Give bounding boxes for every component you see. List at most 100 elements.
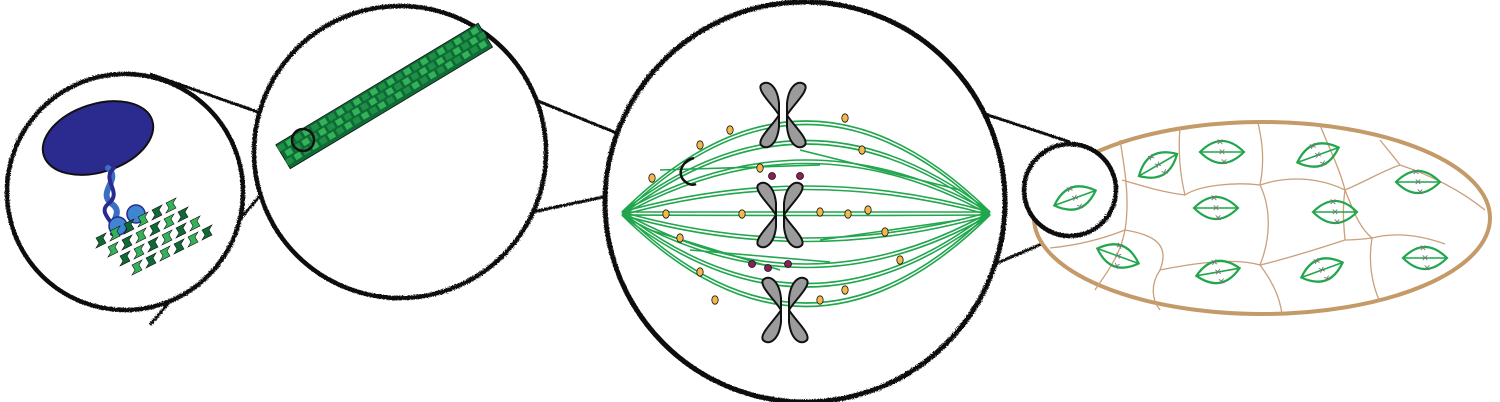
svg-text:✕: ✕ xyxy=(1114,240,1125,252)
embryo-magnifier xyxy=(1021,141,1119,239)
svg-text:✕: ✕ xyxy=(1111,260,1122,272)
mini-spindle-icon: ✕✕✕ xyxy=(1295,140,1341,170)
tubulin-subunit xyxy=(163,213,175,230)
spindle-fiber xyxy=(621,159,991,213)
tubulin-subunit xyxy=(135,227,147,244)
svg-text:✕: ✕ xyxy=(1214,213,1222,223)
spindle-fiber xyxy=(621,214,991,243)
tubulin-dimer xyxy=(301,137,311,147)
chromosome-icon xyxy=(761,276,809,344)
spindle-fiber xyxy=(689,249,831,263)
tubulin-dimer xyxy=(318,117,328,127)
tubulin-dimer xyxy=(344,102,354,112)
tubulin-dimer xyxy=(285,156,295,166)
kinetochore-dot xyxy=(676,233,684,243)
tubulin-dimer xyxy=(436,65,446,75)
kinetochore-dot xyxy=(864,205,872,215)
tubulin-dimer xyxy=(452,46,462,56)
kinetochore-dot xyxy=(711,295,719,305)
tubulin-subunit xyxy=(149,220,161,237)
svg-text:✕: ✕ xyxy=(1159,166,1171,178)
midzone-dot xyxy=(784,260,792,268)
spindle-fiber xyxy=(621,214,991,217)
tubulin-dimer xyxy=(327,131,337,141)
svg-text:✕: ✕ xyxy=(1113,250,1124,262)
tubulin-dimer xyxy=(376,92,386,101)
embryo-overview: ✕✕✕✕✕✕✕✕✕✕✕✕✕✕✕✕✕✕✕✕✕ ✕✕✕✕✕✕✕✕✕ xyxy=(1032,120,1492,316)
tubulin-subunit xyxy=(147,236,159,253)
mini-spindle-icon: ✕✕✕ xyxy=(1192,193,1240,223)
chromosome-icon xyxy=(759,81,807,149)
tubulin-dimer xyxy=(377,101,387,110)
tubulin-dimer xyxy=(317,127,328,137)
svg-text:✕: ✕ xyxy=(1331,207,1339,217)
mini-spindle-icon: ✕✕✕ xyxy=(1299,255,1345,285)
kinetochore-dot xyxy=(816,295,824,305)
tubulin-subunit xyxy=(109,225,121,242)
tubulin-subunit xyxy=(145,252,157,269)
kinetochore-dot xyxy=(662,209,670,219)
tubulin-subunit xyxy=(201,224,213,241)
tubulin-subunit xyxy=(177,206,189,223)
tubulin-dimer xyxy=(402,76,412,86)
tubulin-subunit xyxy=(121,234,133,251)
kinetochore-dot xyxy=(648,173,656,183)
tubulin-subunit xyxy=(107,241,119,258)
kinetochore-dot xyxy=(881,227,889,237)
tubulin-subunit xyxy=(151,204,163,221)
spindle-fiber xyxy=(621,185,991,213)
tubulin-dimer xyxy=(411,62,421,71)
mini-spindle-icon: ✕✕✕ xyxy=(1401,243,1449,273)
tubulin-dimer xyxy=(461,31,471,41)
tubulin-dimer xyxy=(293,151,303,161)
tubulin-dimer xyxy=(318,136,328,146)
midzone-dot xyxy=(796,172,804,180)
kinetochore-dot xyxy=(726,125,734,135)
svg-text:✕: ✕ xyxy=(1070,192,1081,204)
tubulin-subunit xyxy=(95,232,107,249)
tubulin-dimer xyxy=(411,80,421,90)
tubulin-subunit xyxy=(131,259,143,276)
kinetochore-dot xyxy=(816,207,824,217)
tubulin-dimer xyxy=(360,102,370,111)
spindle-fiber xyxy=(649,229,781,271)
tubulin-subunit xyxy=(165,197,177,214)
tubulin-dimer xyxy=(461,50,471,60)
chromosomes xyxy=(756,81,809,344)
svg-text:✕: ✕ xyxy=(1210,257,1219,268)
tubulin-dimer xyxy=(444,51,454,61)
tubulin-dimer xyxy=(402,85,412,95)
tubulin-dimer xyxy=(428,51,438,61)
tubulin-dimer xyxy=(352,97,362,107)
tubulin-dimer xyxy=(327,112,337,122)
tubulin-dimer xyxy=(343,121,353,130)
svg-text:✕: ✕ xyxy=(1307,140,1318,152)
microtubule-magnified xyxy=(275,22,494,170)
kinetochore-dot xyxy=(696,140,704,150)
kinetochore-dot xyxy=(756,163,764,173)
tubulin-dimer xyxy=(435,56,445,66)
spindle-fiber xyxy=(621,214,991,308)
spindle-fiber xyxy=(621,211,991,239)
embryo-magnifier-spindle: ✕✕✕ xyxy=(1052,183,1098,213)
mini-spindle-icon: ✕✕✕ xyxy=(1311,197,1359,227)
spindle-magnifier xyxy=(602,0,1008,402)
svg-text:✕: ✕ xyxy=(1212,203,1220,213)
tubulin-dimer xyxy=(293,132,303,142)
tubulin-dimer xyxy=(377,82,387,92)
tubulin-subunit xyxy=(133,243,145,260)
mini-spindle-icon: ✕✕✕ xyxy=(1198,137,1246,167)
svg-text:✕: ✕ xyxy=(1213,266,1222,277)
microtubule-magnifier-origin xyxy=(290,127,316,153)
mini-spindle-icon: ✕✕✕ xyxy=(1137,151,1179,179)
tubulin-dimer xyxy=(427,61,437,71)
tubulin-dimer xyxy=(469,45,479,55)
tubulin-dimer xyxy=(410,71,420,81)
tubulin-dimer xyxy=(394,72,404,81)
svg-text:✕: ✕ xyxy=(1220,157,1228,167)
tubulin-dimer xyxy=(394,90,404,100)
tubulin-subunit xyxy=(161,229,173,246)
kinetochore-dot xyxy=(896,255,904,265)
tubulin-dimer xyxy=(386,77,396,86)
mitotic-spindle-magnified xyxy=(621,81,991,344)
